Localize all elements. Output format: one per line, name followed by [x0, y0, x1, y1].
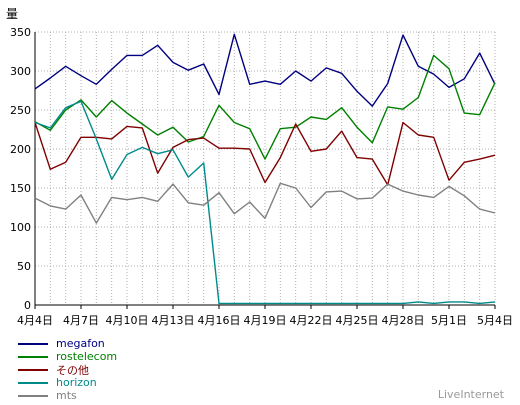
legend-label: mts	[56, 389, 77, 402]
y-tick-label: 200	[10, 143, 31, 156]
legend-swatch	[18, 355, 48, 358]
legend-label: megafon	[56, 337, 105, 350]
plot-background	[35, 32, 495, 305]
y-tick-label: 350	[10, 26, 31, 39]
legend-swatch	[18, 342, 48, 345]
legend-item-rostelecom: rostelecom	[18, 350, 117, 363]
legend-swatch	[18, 381, 48, 384]
legend-item-megafon: megafon	[18, 337, 117, 350]
x-tick-label: 4月19日	[244, 314, 287, 327]
x-tick-label: 4月10日	[106, 314, 149, 327]
legend-label: その他	[56, 363, 89, 377]
y-axis-label: 量	[6, 7, 18, 21]
legend-swatch	[18, 394, 48, 397]
y-tick-label: 50	[17, 260, 31, 273]
series-line-mts	[34, 182, 496, 224]
x-tick-label: 4月13日	[152, 314, 195, 327]
legend-label: horizon	[56, 376, 97, 389]
y-tick-label: 250	[10, 104, 31, 117]
x-tick-label: 4月7日	[63, 314, 99, 327]
x-tick-label: 4月4日	[17, 314, 53, 327]
x-tick-label: 5月1日	[431, 314, 467, 327]
series-line-horizon	[34, 100, 496, 305]
legend-item-other: その他	[18, 363, 117, 377]
legend-label: rostelecom	[56, 350, 118, 363]
series-line-その他	[34, 121, 496, 186]
y-tick-label: 300	[10, 65, 31, 78]
line-chart: 量 0 50 100 150 200 250 300 350 4月4日 4月7日 4月10日 4月13…	[6, 7, 513, 327]
x-tick-label: 5月4日	[477, 314, 513, 327]
series-lines	[34, 33, 496, 305]
legend: megafon rostelecom その他 horizon mts	[18, 337, 117, 402]
legend-swatch	[18, 368, 48, 371]
x-tick-label: 4月16日	[198, 314, 241, 327]
legend-item-horizon: horizon	[18, 376, 117, 389]
grid	[34, 31, 496, 305]
series-line-megafon	[34, 33, 496, 107]
legend-item-mts: mts	[18, 389, 117, 402]
y-tick-label: 0	[24, 299, 31, 312]
x-tick-label: 4月22日	[290, 314, 333, 327]
y-tick-label: 150	[10, 182, 31, 195]
series-line-rostelecom	[34, 54, 496, 160]
x-tick-label: 4月25日	[336, 314, 379, 327]
x-tick-label: 4月28日	[382, 314, 425, 327]
y-tick-label: 100	[10, 221, 31, 234]
brand-watermark: LiveInternet	[437, 388, 504, 401]
